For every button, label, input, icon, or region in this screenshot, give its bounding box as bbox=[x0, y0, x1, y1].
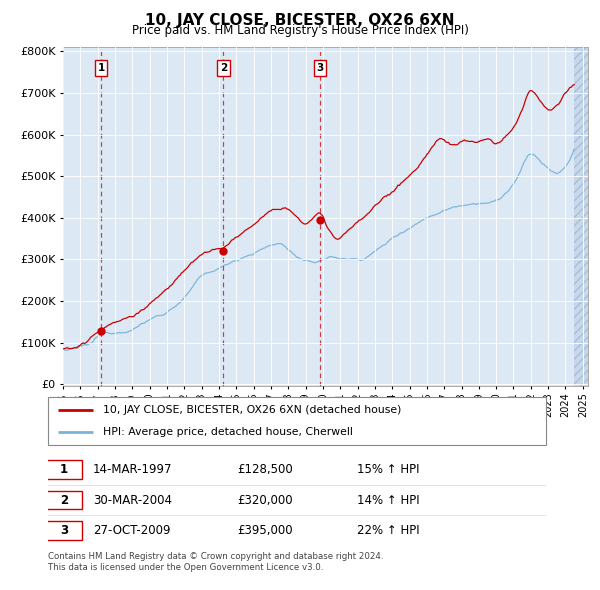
FancyBboxPatch shape bbox=[46, 521, 82, 540]
Text: 14-MAR-1997: 14-MAR-1997 bbox=[93, 463, 172, 476]
Text: £128,500: £128,500 bbox=[237, 463, 293, 476]
Text: 10, JAY CLOSE, BICESTER, OX26 6XN (detached house): 10, JAY CLOSE, BICESTER, OX26 6XN (detac… bbox=[103, 405, 401, 415]
Text: 1: 1 bbox=[97, 63, 105, 73]
FancyBboxPatch shape bbox=[48, 397, 546, 445]
Text: Contains HM Land Registry data © Crown copyright and database right 2024.: Contains HM Land Registry data © Crown c… bbox=[48, 552, 383, 560]
Text: 2: 2 bbox=[220, 63, 227, 73]
Text: 27-OCT-2009: 27-OCT-2009 bbox=[93, 524, 170, 537]
Text: 10, JAY CLOSE, BICESTER, OX26 6XN: 10, JAY CLOSE, BICESTER, OX26 6XN bbox=[145, 13, 455, 28]
Text: 15% ↑ HPI: 15% ↑ HPI bbox=[357, 463, 419, 476]
Text: 3: 3 bbox=[316, 63, 323, 73]
Text: 30-MAR-2004: 30-MAR-2004 bbox=[93, 493, 172, 507]
Text: 2: 2 bbox=[60, 493, 68, 507]
Text: HPI: Average price, detached house, Cherwell: HPI: Average price, detached house, Cher… bbox=[103, 427, 353, 437]
Text: This data is licensed under the Open Government Licence v3.0.: This data is licensed under the Open Gov… bbox=[48, 563, 323, 572]
Text: 14% ↑ HPI: 14% ↑ HPI bbox=[357, 493, 419, 507]
Text: 1: 1 bbox=[60, 463, 68, 476]
Text: £395,000: £395,000 bbox=[237, 524, 293, 537]
Text: £320,000: £320,000 bbox=[237, 493, 293, 507]
Text: 3: 3 bbox=[60, 524, 68, 537]
FancyBboxPatch shape bbox=[46, 460, 82, 479]
Text: 22% ↑ HPI: 22% ↑ HPI bbox=[357, 524, 419, 537]
Bar bbox=[574, 47, 588, 386]
Text: Price paid vs. HM Land Registry's House Price Index (HPI): Price paid vs. HM Land Registry's House … bbox=[131, 24, 469, 37]
FancyBboxPatch shape bbox=[46, 491, 82, 509]
